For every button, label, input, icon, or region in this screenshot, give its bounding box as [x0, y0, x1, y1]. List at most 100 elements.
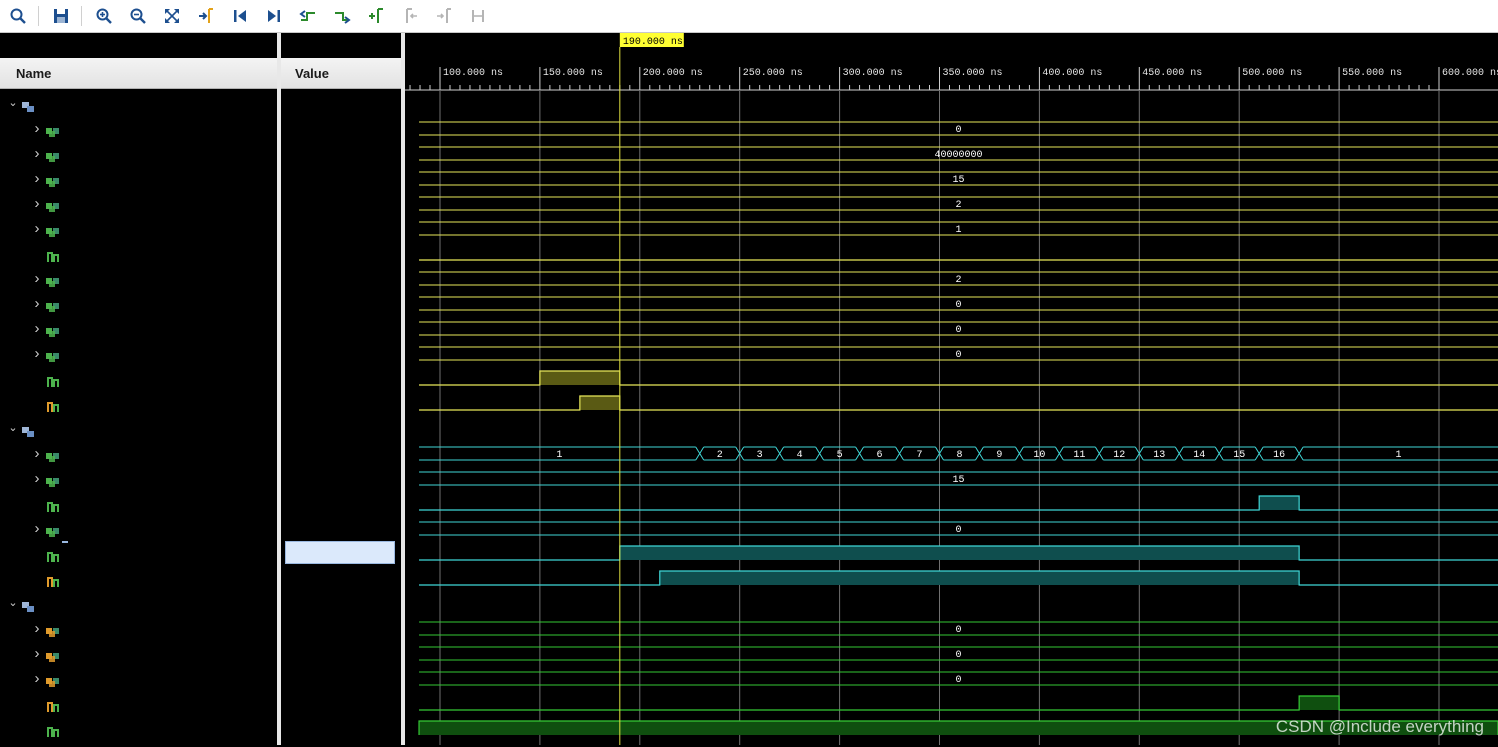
- bus-transition: [1174, 446, 1184, 461]
- signal-row[interactable]: ›: [0, 341, 277, 366]
- signal-row[interactable]: ›: [0, 666, 277, 691]
- bus-value-label: 14: [1193, 450, 1205, 461]
- chevron-down-icon[interactable]: ⌄: [8, 597, 18, 609]
- name-column-header[interactable]: Name: [0, 58, 277, 89]
- signal-row[interactable]: ›: [0, 316, 277, 341]
- ruler-tick-label: 250.000 ns: [743, 68, 803, 79]
- chevron-right-icon[interactable]: ›: [34, 270, 40, 287]
- zoom-fit-button[interactable]: [156, 2, 188, 30]
- bit-high-fill: [579, 396, 620, 410]
- bit-waveform: [419, 370, 1498, 386]
- previous-transition-button[interactable]: [292, 2, 324, 30]
- signal-name: [62, 541, 68, 543]
- bus-transition: [695, 446, 705, 461]
- signal-row[interactable]: [0, 566, 277, 591]
- chevron-right-icon[interactable]: ›: [34, 120, 40, 137]
- chevron-down-icon[interactable]: ⌄: [8, 97, 18, 109]
- signal-row[interactable]: [0, 716, 277, 741]
- signal-row[interactable]: ›: [0, 266, 277, 291]
- value-cell: [281, 716, 401, 741]
- ruler-tick-label: 100.000 ns: [443, 68, 503, 79]
- chevron-right-icon[interactable]: ›: [34, 445, 40, 462]
- toolbar: [0, 0, 1498, 33]
- signal-row[interactable]: [0, 541, 277, 566]
- waveform-canvas[interactable]: 100.000 ns 150.000 ns 200.000 ns 250.000 ns…: [405, 33, 1498, 745]
- signal-row[interactable]: [0, 241, 277, 266]
- bus-value-label: 6: [877, 450, 883, 461]
- signal-row[interactable]: ›: [0, 441, 277, 466]
- waveform-pane[interactable]: 100.000 ns 150.000 ns 200.000 ns 250.000 ns…: [405, 33, 1498, 745]
- value-cell: [281, 641, 401, 666]
- previous-marker-icon: [406, 8, 417, 23]
- signal-row[interactable]: ›: [0, 466, 277, 491]
- chevron-right-icon[interactable]: ›: [34, 295, 40, 312]
- bus-value-label: 4: [797, 450, 803, 461]
- signal-row[interactable]: ›: [0, 291, 277, 316]
- goto-time-zero-button[interactable]: [224, 2, 256, 30]
- chevron-down-icon[interactable]: ⌄: [8, 422, 18, 434]
- group-row[interactable]: ⌄: [0, 591, 277, 616]
- bus-transition: [1294, 446, 1304, 461]
- signal-row[interactable]: ›: [0, 616, 277, 641]
- ruler-tick-label: 350.000 ns: [943, 68, 1003, 79]
- zoom-out-button[interactable]: [122, 2, 154, 30]
- swap-cursors-button[interactable]: [462, 2, 494, 30]
- chevron-right-icon[interactable]: ›: [34, 670, 40, 687]
- bus-green-icon: [46, 322, 60, 337]
- bit-green-icon: [46, 497, 60, 512]
- group-row[interactable]: ⌄: [0, 91, 277, 116]
- chevron-right-icon[interactable]: ›: [34, 520, 40, 537]
- signal-row[interactable]: ›: [0, 191, 277, 216]
- name-value-splitter[interactable]: [277, 33, 281, 745]
- signal-row[interactable]: ›: [0, 516, 277, 541]
- bus-value-label: 2: [956, 275, 962, 286]
- zoom-in-button[interactable]: [88, 2, 120, 30]
- bus-value-label: 2: [956, 200, 962, 211]
- bus-value-label: 5: [837, 450, 843, 461]
- next-marker-button[interactable]: [428, 2, 460, 30]
- chevron-right-icon[interactable]: ›: [34, 220, 40, 237]
- value-column-header[interactable]: Value: [281, 58, 401, 89]
- value-cell: [281, 291, 401, 316]
- goto-cursor-button[interactable]: [190, 2, 222, 30]
- signal-row[interactable]: [0, 491, 277, 516]
- value-wave-splitter[interactable]: [401, 33, 405, 745]
- bit-orange-icon: [46, 697, 60, 712]
- bit-high-fill: [659, 571, 1300, 585]
- chevron-right-icon[interactable]: ›: [34, 320, 40, 337]
- bus-value-label: 0: [956, 350, 962, 361]
- bus-value-label: 16: [1273, 450, 1285, 461]
- chevron-right-icon[interactable]: ›: [34, 645, 40, 662]
- goto-last-time-button[interactable]: [258, 2, 290, 30]
- chevron-right-icon[interactable]: ›: [34, 345, 40, 362]
- chevron-right-icon[interactable]: ›: [34, 620, 40, 637]
- group-row[interactable]: ⌄: [0, 416, 277, 441]
- chevron-right-icon[interactable]: ›: [34, 145, 40, 162]
- bus-transition: [855, 446, 865, 461]
- signal-row[interactable]: [0, 391, 277, 416]
- chevron-right-icon[interactable]: ›: [34, 195, 40, 212]
- save-button[interactable]: [45, 2, 77, 30]
- value-cell: [281, 616, 401, 641]
- value-cell: [281, 491, 401, 516]
- bus-value-label: 0: [956, 625, 962, 636]
- next-transition-button[interactable]: [326, 2, 358, 30]
- search-button[interactable]: [2, 2, 34, 30]
- chevron-right-icon[interactable]: ›: [34, 470, 40, 487]
- bus-value-label: 0: [956, 525, 962, 536]
- signal-row[interactable]: [0, 691, 277, 716]
- signal-row[interactable]: ›: [0, 166, 277, 191]
- signal-row[interactable]: ›: [0, 116, 277, 141]
- signal-row[interactable]: ›: [0, 216, 277, 241]
- previous-marker-button[interactable]: [394, 2, 426, 30]
- value-cell: [281, 166, 401, 191]
- bus-green-icon: [46, 297, 60, 312]
- signal-row[interactable]: ›: [0, 641, 277, 666]
- chevron-right-icon[interactable]: ›: [34, 170, 40, 187]
- signal-row[interactable]: ›: [0, 141, 277, 166]
- bit-high-fill: [619, 546, 1300, 560]
- value-cell: [281, 141, 401, 166]
- add-marker-button[interactable]: [360, 2, 392, 30]
- signal-row[interactable]: [0, 366, 277, 391]
- bus-value-label: 2: [717, 450, 723, 461]
